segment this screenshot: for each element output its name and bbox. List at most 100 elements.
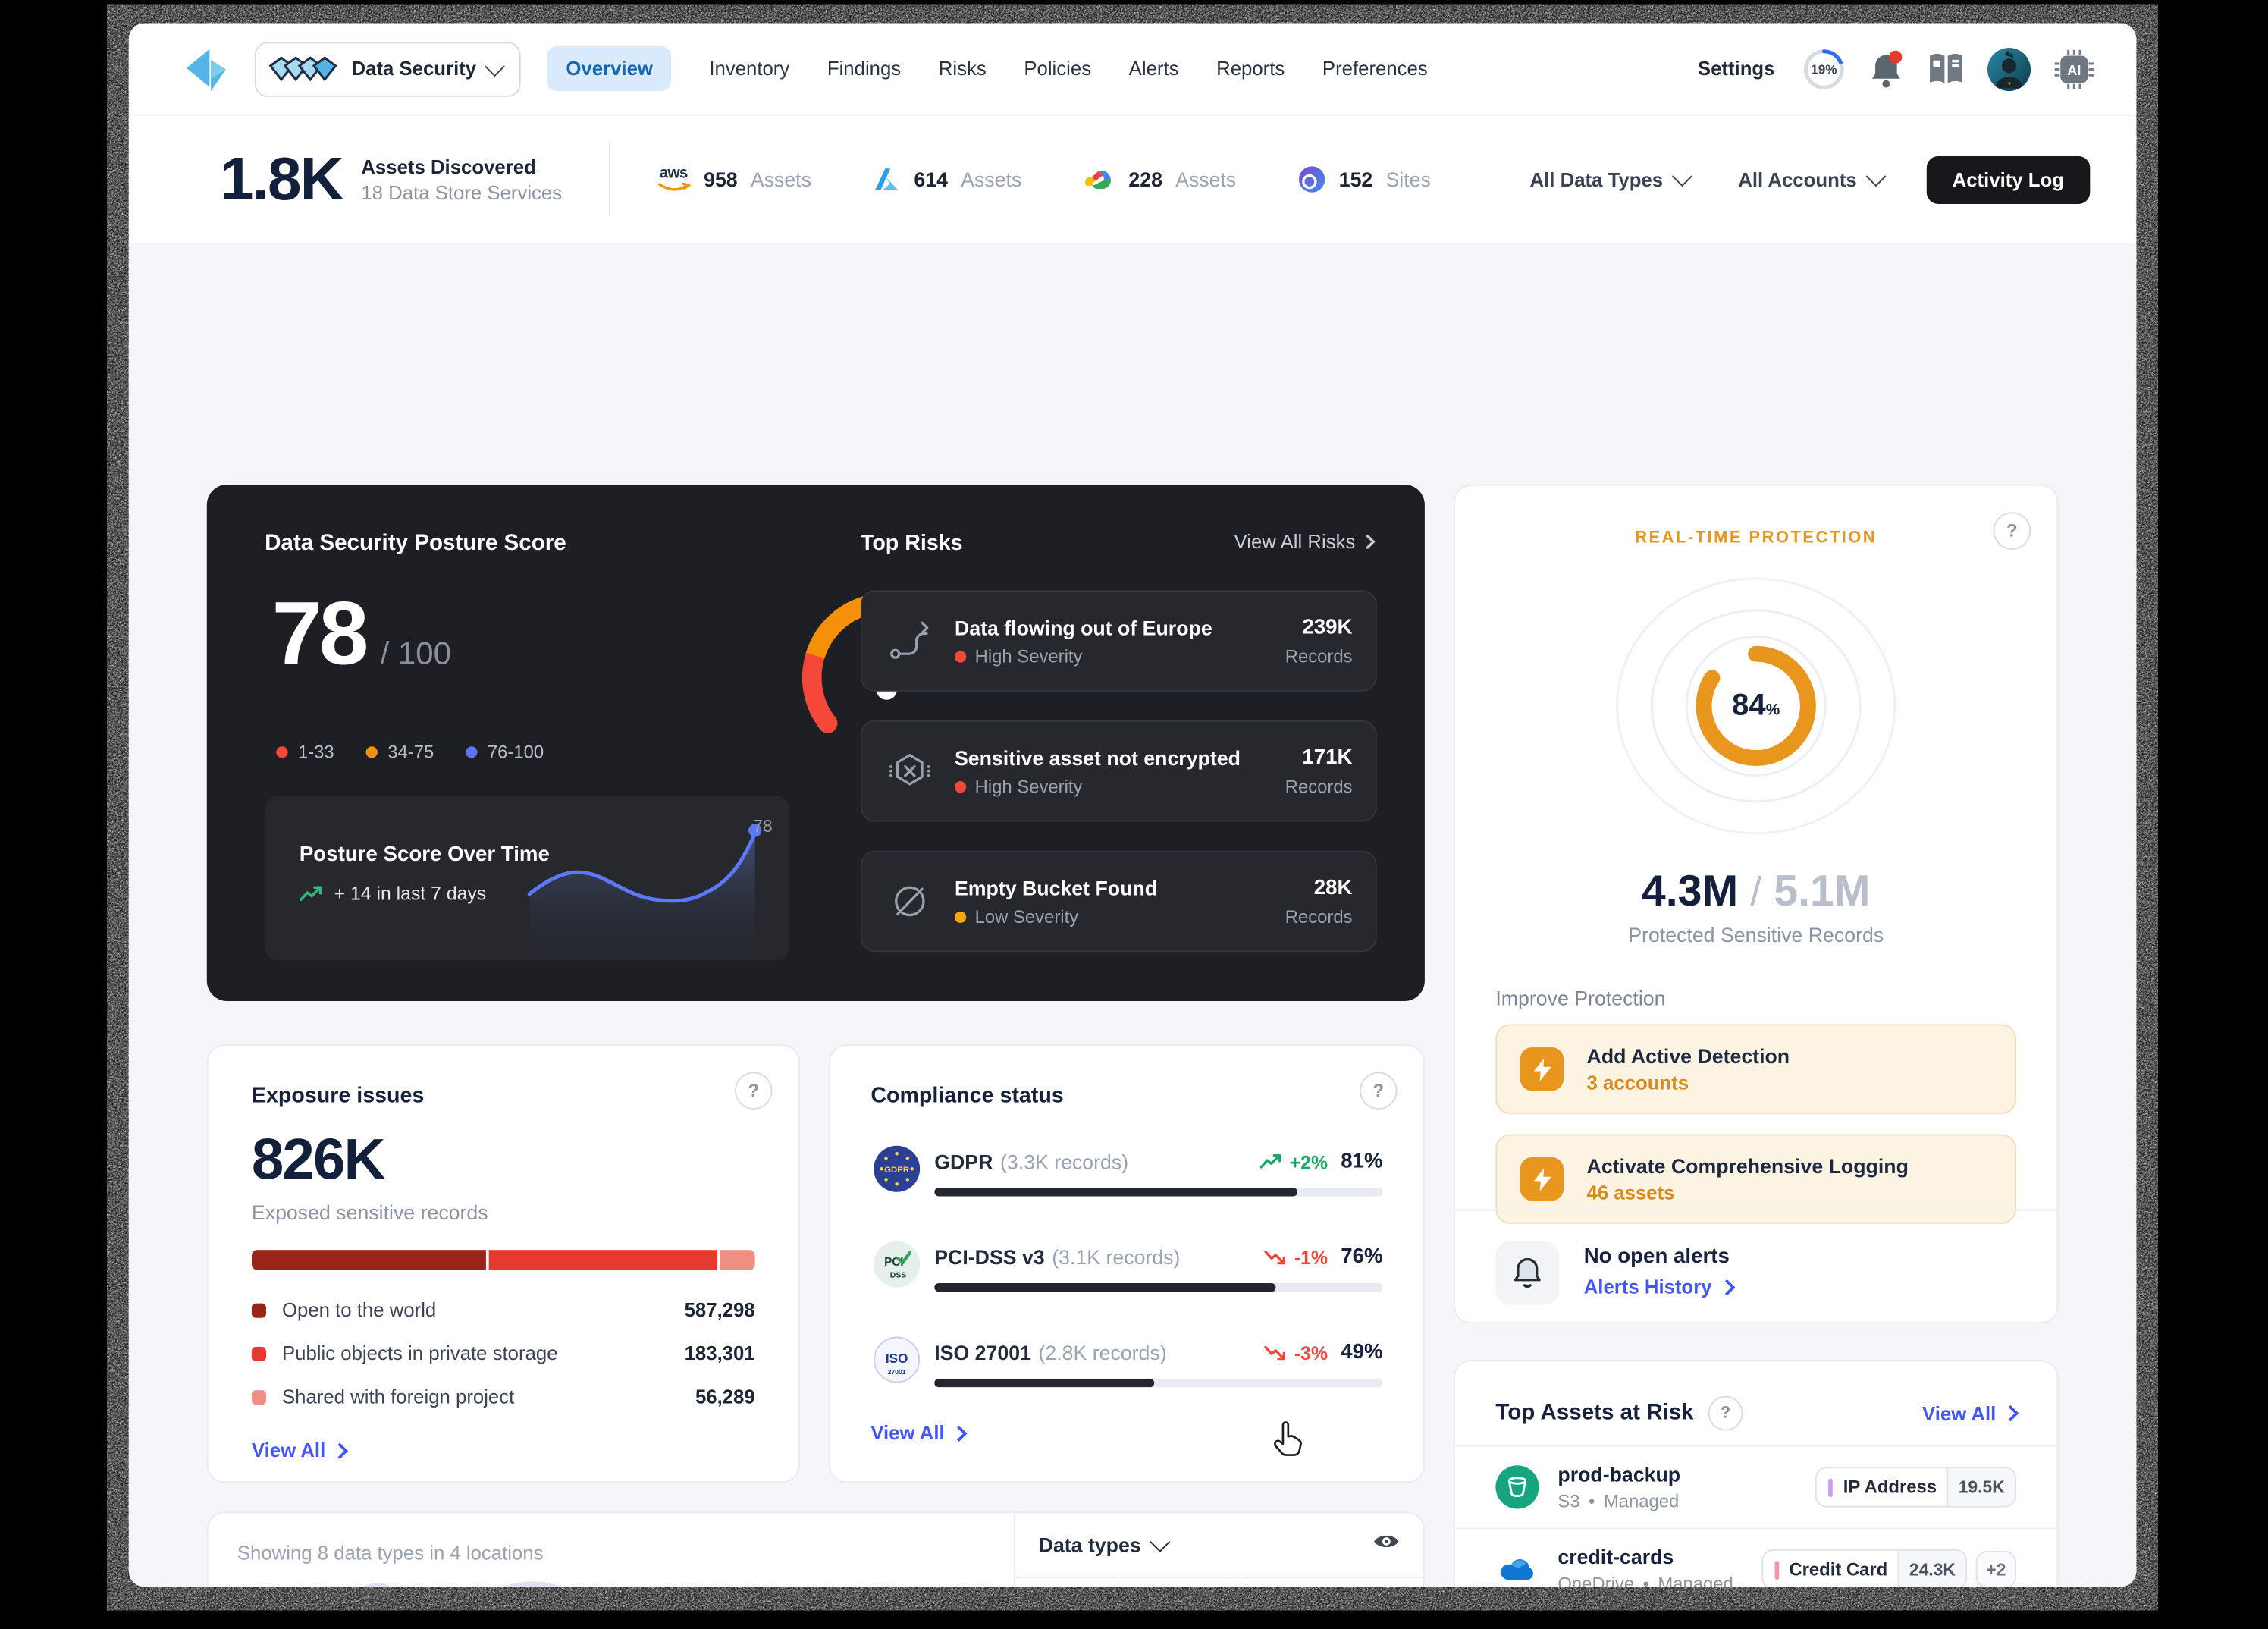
data-types-dropdown[interactable]: Data types [1038, 1531, 1170, 1557]
usage-ring-icon [1804, 49, 1844, 89]
gcp-count: 228 [1128, 168, 1162, 191]
top-assets-title: Top Assets at Risk [1495, 1400, 1694, 1425]
assets-total: 1.8K [219, 144, 344, 213]
action-subtitle: 46 assets [1586, 1182, 1675, 1204]
asset-subtitle: S3 • Managed [1557, 1492, 1680, 1512]
toggle-all-visibility-button[interactable] [1372, 1532, 1400, 1558]
view-all-risks-link[interactable]: View All Risks [1234, 531, 1376, 553]
risk-count: 28K [1313, 875, 1353, 899]
legend-high: 76-100 [466, 742, 544, 762]
legend-mid-label: 34-75 [387, 742, 434, 763]
framework-delta: -1% [1264, 1246, 1328, 1268]
notifications-bell-icon[interactable] [1868, 49, 1906, 89]
compliance-bar-track [934, 1282, 1383, 1292]
chip-count: 24.3K [1897, 1550, 1966, 1587]
line-end-label: 78 [753, 815, 773, 836]
help-icon[interactable]: ? [1993, 512, 2031, 550]
framework-name: GDPR [934, 1150, 993, 1173]
delta-value: +2% [1289, 1150, 1328, 1173]
usage-progress-ring[interactable]: 19% [1802, 47, 1846, 90]
tab-policies[interactable]: Policies [1024, 58, 1092, 80]
exposure-view-all-link[interactable]: View All [251, 1439, 349, 1461]
framework-delta: -3% [1264, 1342, 1328, 1364]
asset-row-prod-backup[interactable]: prod-backup S3 • Managed IP Address 19.5… [1454, 1445, 2057, 1528]
asset-source: S3 [1557, 1491, 1580, 1512]
gems-icon [268, 55, 337, 81]
legend-low-label: 1-33 [297, 742, 334, 763]
risk-row-data-flow[interactable]: Data flowing out of Europe High Severity… [860, 590, 1377, 692]
settings-link[interactable]: Settings [1697, 58, 1775, 80]
bar-segment-foreign-project [720, 1250, 755, 1270]
protection-header: REAL-TIME PROTECTION [1635, 529, 1877, 548]
filter-all-accounts[interactable]: All Accounts [1738, 166, 1887, 190]
user-avatar[interactable] [1987, 46, 2031, 91]
action-activate-logging[interactable]: Activate Comprehensive Logging 46 assets [1495, 1134, 2017, 1224]
dot-separator: • [1589, 1491, 1595, 1512]
tab-reports[interactable]: Reports [1216, 58, 1285, 80]
filter-data-types-label: All Data Types [1529, 168, 1664, 190]
world-map[interactable]: 13M 156M 118M [209, 1571, 1014, 1587]
donut-svg [1616, 577, 1896, 835]
risk-row-empty-bucket[interactable]: Empty Bucket Found Low Severity 28K Reco… [860, 850, 1377, 953]
ai-assistant-icon[interactable]: AI [2053, 47, 2096, 90]
tab-inventory[interactable]: Inventory [709, 58, 790, 80]
header-actions: Settings 19% [1697, 46, 2096, 91]
sharepoint-logo-icon [1298, 166, 1325, 193]
value-separator: / [1750, 869, 1762, 915]
activity-log-button[interactable]: Activity Log [1926, 155, 2091, 204]
framework-name: ISO 27001 [934, 1341, 1031, 1364]
product-selector[interactable]: Data Security [254, 41, 522, 96]
compliance-status-card: ? Compliance status GDPR GDPR (3.3K reco… [828, 1044, 1425, 1483]
posture-over-time-title: Posture Score Over Time [299, 843, 550, 867]
aws-logo-icon: aws [656, 165, 691, 192]
tab-preferences[interactable]: Preferences [1322, 58, 1428, 80]
trend-up-icon [1259, 1154, 1281, 1169]
aws-unit: Assets [750, 168, 811, 191]
data-type-chip[interactable]: IP Address 19.5K [1815, 1467, 2017, 1508]
chip-label: IP Address [1843, 1477, 1937, 1498]
tab-alerts[interactable]: Alerts [1128, 58, 1179, 80]
help-icon[interactable]: ? [1708, 1395, 1743, 1431]
help-icon[interactable]: ? [1360, 1072, 1398, 1110]
risk-row-unencrypted[interactable]: Sensitive asset not encrypted High Sever… [860, 720, 1377, 822]
sharepoint-unit: Sites [1385, 168, 1431, 191]
help-icon[interactable]: ? [735, 1072, 773, 1110]
framework-records: (3.1K records) [1052, 1245, 1181, 1269]
chevron-down-icon [485, 55, 506, 77]
view-all-label: View All [251, 1439, 326, 1461]
data-types-label: Data types [1038, 1533, 1141, 1557]
action-add-active-detection[interactable]: Add Active Detection 3 accounts [1495, 1024, 2017, 1114]
total-count: 5.1M [1774, 868, 1871, 916]
asset-chips: Credit Card 24.3K +2 [1761, 1549, 2017, 1587]
data-flow-icon [890, 621, 929, 659]
tab-risks[interactable]: Risks [938, 58, 987, 80]
more-data-types-chip[interactable]: +2 [1975, 1550, 2017, 1587]
bell-icon [1514, 1257, 1541, 1288]
filter-all-data-types[interactable]: All Data Types [1529, 166, 1692, 190]
chevron-right-icon [1366, 535, 1376, 549]
svg-text:27001: 27001 [888, 1368, 906, 1376]
alerts-history-link[interactable]: Alerts History [1584, 1276, 1735, 1298]
tab-findings[interactable]: Findings [827, 58, 902, 80]
risk-severity: High Severity [954, 776, 1285, 796]
risk-title: Data flowing out of Europe [954, 615, 1212, 639]
legend-square-icon [251, 1389, 266, 1405]
provider-stat-sharepoint: 152 Sites [1297, 165, 1431, 193]
azure-count: 614 [914, 168, 948, 191]
data-type-chip[interactable]: Credit Card 24.3K [1761, 1549, 1968, 1587]
asset-row-credit-cards[interactable]: credit-cards OneDrive • Managed Credit C… [1454, 1527, 2057, 1587]
compliance-bar-fill [934, 1378, 1154, 1388]
docs-book-icon[interactable] [1927, 52, 1966, 86]
map-caption: Showing 8 data types in 4 locations [237, 1542, 544, 1565]
top-assets-view-all-link[interactable]: View All [1922, 1402, 2019, 1424]
compliance-row-gdpr: GDPR GDPR (3.3K records) +2% 81% [874, 1145, 1383, 1197]
exposure-subtitle: Exposed sensitive records [251, 1201, 488, 1224]
compliance-view-all-link[interactable]: View All [870, 1422, 968, 1444]
risk-unit: Records [1285, 906, 1353, 927]
unencrypted-asset-icon [889, 754, 930, 786]
posture-over-time-delta: + 14 in last 7 days [300, 883, 486, 904]
azure-unit: Assets [961, 168, 1022, 191]
bar-segment-public-objects [488, 1250, 720, 1270]
app-logo-icon[interactable] [185, 46, 228, 92]
tab-overview[interactable]: Overview [547, 46, 672, 92]
